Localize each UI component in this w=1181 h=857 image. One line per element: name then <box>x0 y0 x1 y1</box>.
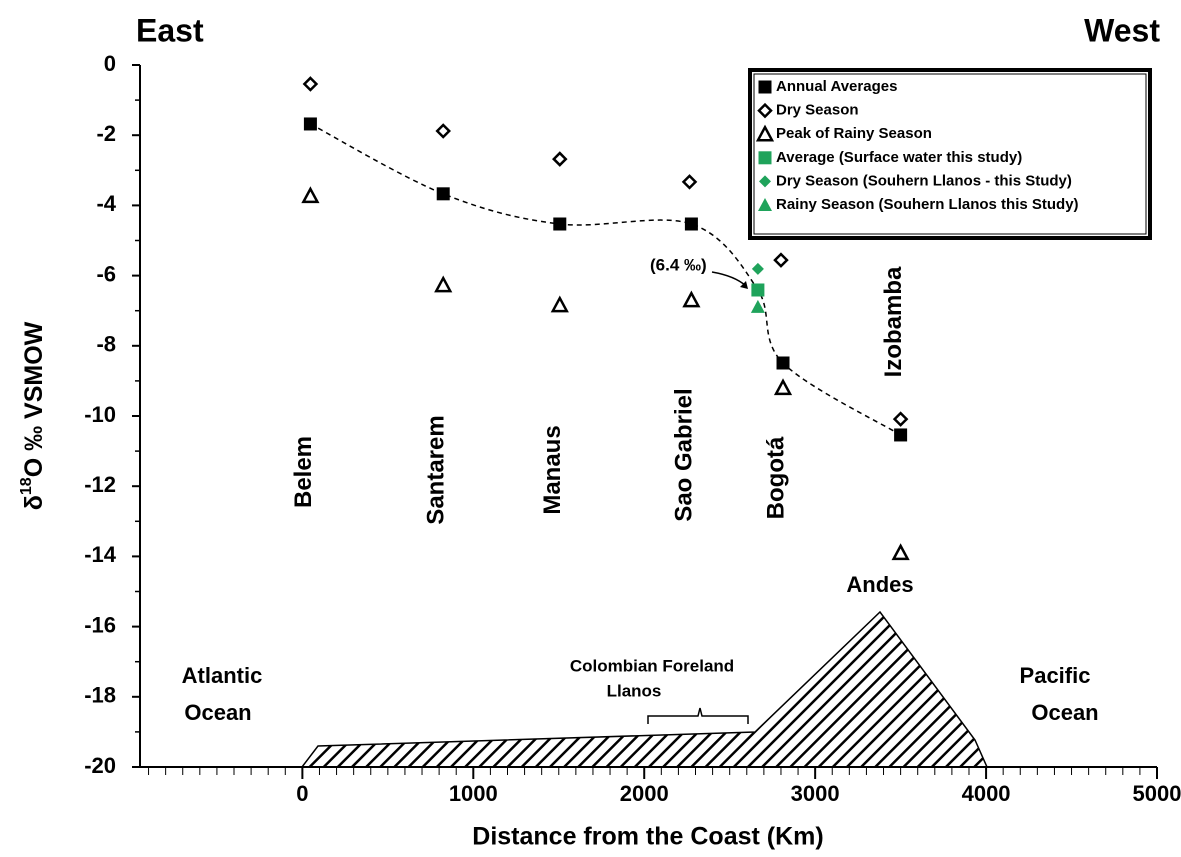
y-tick-label: -10 <box>84 402 116 427</box>
x-tick-label: 0 <box>296 781 308 806</box>
point <box>776 381 790 394</box>
point <box>685 218 698 231</box>
station-label: Belem <box>290 436 317 508</box>
station-label: Bogotá <box>762 436 789 519</box>
legend-label: Peak of Rainy Season <box>776 125 932 142</box>
y-tick-label: -18 <box>84 683 116 708</box>
y-tick-label: -6 <box>96 261 116 286</box>
point <box>751 283 764 296</box>
y-tick-label: -14 <box>84 542 117 567</box>
atlantic-label: Atlantic <box>182 663 263 688</box>
point <box>554 153 566 165</box>
y-tick-label: -12 <box>84 472 116 497</box>
andes-label: Andes <box>846 572 913 597</box>
y-tick-label: -16 <box>84 612 116 637</box>
y-label-sup: 18 <box>18 477 35 495</box>
point <box>436 278 450 291</box>
point <box>303 189 317 202</box>
x-tick-label: 4000 <box>962 781 1011 806</box>
x-tick-label: 2000 <box>620 781 669 806</box>
x-tick-label: 3000 <box>791 781 840 806</box>
y-label-part: O ‰ VSMOW <box>20 321 48 477</box>
y-tick-label: -8 <box>96 332 116 357</box>
llanos-label: Colombian Foreland <box>570 656 734 675</box>
x-tick-label: 1000 <box>449 781 498 806</box>
point <box>894 546 908 559</box>
legend-label: Average (Surface water this study) <box>776 149 1022 166</box>
llanos-bracket <box>648 708 748 724</box>
x-tick-label: 5000 <box>1133 781 1181 806</box>
legend-label: Dry Season (Souhern Llanos - this Study) <box>776 172 1072 189</box>
llanos-label: Llanos <box>607 681 662 700</box>
legend-label: Rainy Season (Souhern Llanos this Study) <box>776 196 1079 213</box>
legend-marker <box>759 151 772 164</box>
point <box>752 263 764 275</box>
y-label-part: δ <box>20 495 48 510</box>
pacific-label: Pacific <box>1020 663 1091 688</box>
legend-marker <box>759 81 772 94</box>
point <box>553 298 567 311</box>
point <box>751 300 765 313</box>
pacific-label: Ocean <box>1031 700 1098 725</box>
point <box>895 413 907 425</box>
x-axis-label: Distance from the Coast (Km) <box>472 823 823 851</box>
point <box>437 187 450 200</box>
y-tick-label: -20 <box>84 753 116 778</box>
chart: East West Distance from the Coast (Km) δ… <box>0 0 1181 857</box>
point <box>684 293 698 306</box>
y-tick-label: -4 <box>96 191 116 216</box>
point <box>437 125 449 137</box>
legend-label: Dry Season <box>776 102 859 119</box>
point <box>775 254 787 266</box>
station-label: Sao Gabriel <box>671 388 698 521</box>
y-tick-label: -2 <box>96 121 116 146</box>
station-label: Santarem <box>423 415 450 524</box>
point <box>684 176 696 188</box>
legend-label: Annual Averages <box>776 78 897 95</box>
station-label: Manaus <box>539 425 566 514</box>
annotation-arrow <box>712 272 746 286</box>
station-label: Izobamba <box>880 266 907 377</box>
point <box>777 356 790 369</box>
west-label: West <box>1084 12 1160 48</box>
annotation: (6.4 ‰) <box>650 255 707 274</box>
point <box>304 117 317 130</box>
y-tick-label: 0 <box>104 51 116 76</box>
atlantic-label: Ocean <box>184 700 251 725</box>
point <box>894 428 907 441</box>
y-axis-label: δ18O ‰ VSMOW <box>18 321 47 510</box>
point <box>553 218 566 231</box>
point <box>304 78 316 90</box>
east-label: East <box>136 12 204 48</box>
